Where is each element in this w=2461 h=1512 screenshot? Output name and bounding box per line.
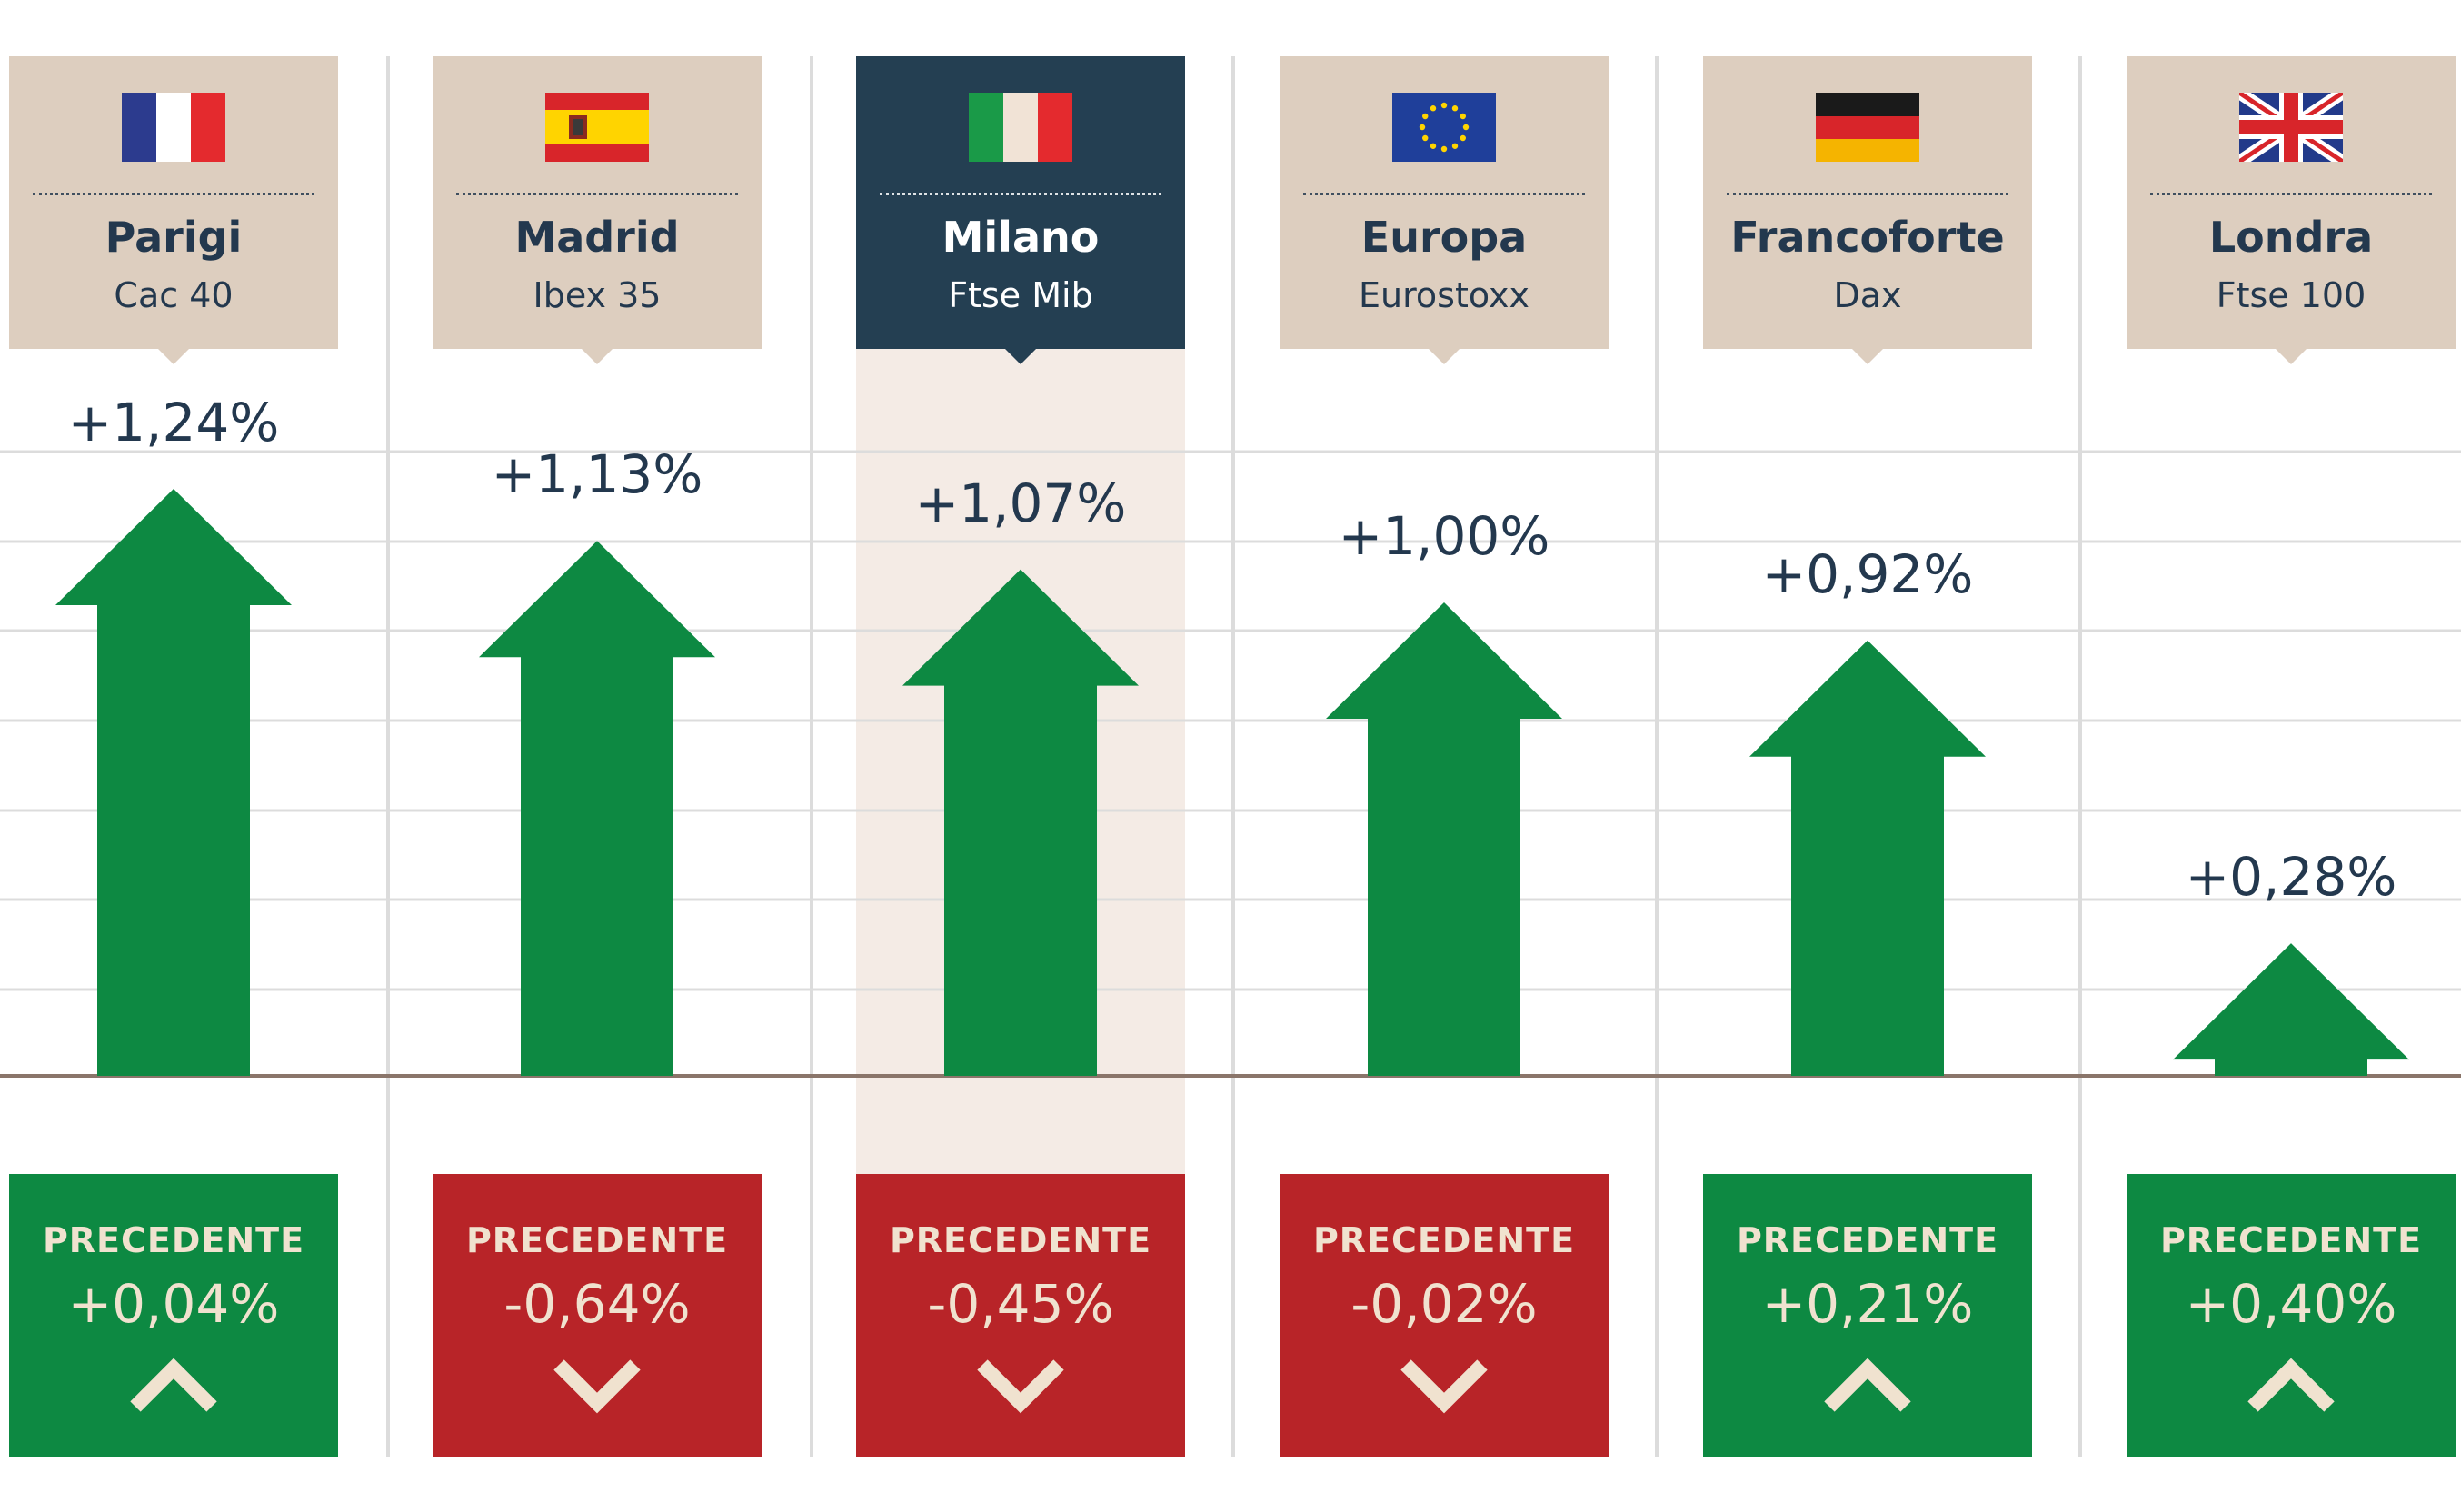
value-label: +1,00% bbox=[1338, 505, 1550, 568]
uk-flag-icon bbox=[2239, 93, 2343, 162]
header-divider bbox=[456, 193, 738, 195]
market-header: Francoforte Dax bbox=[1703, 56, 2032, 364]
value-arrow bbox=[2173, 943, 2409, 1076]
market-header: Londra Ftse 100 bbox=[2127, 56, 2456, 364]
value-label: +1,07% bbox=[914, 472, 1127, 534]
market-city: Europa bbox=[1360, 213, 1528, 262]
market-city: Londra bbox=[2208, 213, 2374, 262]
value-label: +0,28% bbox=[2185, 846, 2397, 909]
previous-value: -0,45% bbox=[927, 1273, 1114, 1335]
chevron-down-icon bbox=[553, 1359, 641, 1414]
market-city: Madrid bbox=[514, 213, 680, 262]
header-divider bbox=[1303, 193, 1585, 195]
chevron-up-icon bbox=[1824, 1358, 1911, 1412]
chevron-down-icon bbox=[977, 1359, 1064, 1414]
previous-label: PRECEDENTE bbox=[2159, 1220, 2423, 1260]
italy-flag-icon bbox=[969, 93, 1072, 162]
market-index: Ibex 35 bbox=[533, 275, 662, 315]
previous-value: -0,64% bbox=[503, 1273, 691, 1335]
germany-flag-icon bbox=[1816, 93, 1919, 162]
previous-box: PRECEDENTE +0,04% bbox=[9, 1159, 338, 1457]
market-index: Dax bbox=[1833, 275, 1902, 315]
previous-box: PRECEDENTE -0,02% bbox=[1280, 1159, 1609, 1457]
market-city: Milano bbox=[942, 213, 1100, 262]
market-header: Europa Eurostoxx bbox=[1280, 56, 1609, 364]
previous-value: -0,02% bbox=[1350, 1273, 1538, 1335]
value-label: +1,24% bbox=[67, 392, 280, 453]
market-header: Madrid Ibex 35 bbox=[433, 56, 762, 364]
value-label: +0,92% bbox=[1761, 542, 1974, 605]
previous-box: PRECEDENTE +0,40% bbox=[2127, 1159, 2456, 1457]
value-label: +1,13% bbox=[491, 443, 703, 506]
market-index: Cac 40 bbox=[114, 275, 234, 315]
header-divider bbox=[1727, 193, 2008, 195]
market-header: Parigi Cac 40 bbox=[9, 56, 338, 364]
value-arrow bbox=[479, 541, 715, 1076]
market-city: Francoforte bbox=[1730, 213, 2005, 262]
previous-value: +0,40% bbox=[2185, 1273, 2397, 1335]
market-header: Milano Ftse Mib bbox=[856, 56, 1185, 364]
market-index: Eurostoxx bbox=[1359, 275, 1529, 315]
chevron-up-icon bbox=[2247, 1358, 2335, 1412]
previous-label: PRECEDENTE bbox=[889, 1220, 1152, 1260]
previous-label: PRECEDENTE bbox=[465, 1220, 729, 1260]
chevron-up-icon bbox=[130, 1358, 217, 1412]
market-city: Parigi bbox=[105, 213, 243, 262]
previous-label: PRECEDENTE bbox=[42, 1220, 305, 1260]
previous-label: PRECEDENTE bbox=[1736, 1220, 1999, 1260]
previous-value: +0,21% bbox=[1761, 1273, 1974, 1335]
market-index: Ftse Mib bbox=[948, 275, 1093, 315]
previous-box: PRECEDENTE -0,64% bbox=[433, 1159, 762, 1457]
header-divider bbox=[33, 193, 314, 195]
previous-box: PRECEDENTE -0,45% bbox=[856, 1159, 1185, 1457]
value-arrow bbox=[902, 569, 1139, 1076]
eu-flag-icon bbox=[1392, 93, 1496, 162]
spain-flag-icon bbox=[545, 93, 649, 162]
previous-value: +0,04% bbox=[67, 1273, 280, 1335]
value-arrow bbox=[1326, 602, 1562, 1076]
france-flag-icon bbox=[122, 93, 225, 162]
value-arrow bbox=[1749, 640, 1986, 1076]
previous-label: PRECEDENTE bbox=[1312, 1220, 1576, 1260]
market-index: Ftse 100 bbox=[2216, 275, 2366, 315]
header-divider bbox=[2150, 193, 2432, 195]
previous-box: PRECEDENTE +0,21% bbox=[1703, 1159, 2032, 1457]
chevron-down-icon bbox=[1400, 1359, 1488, 1414]
value-arrow bbox=[55, 489, 292, 1076]
header-divider bbox=[880, 193, 1161, 195]
